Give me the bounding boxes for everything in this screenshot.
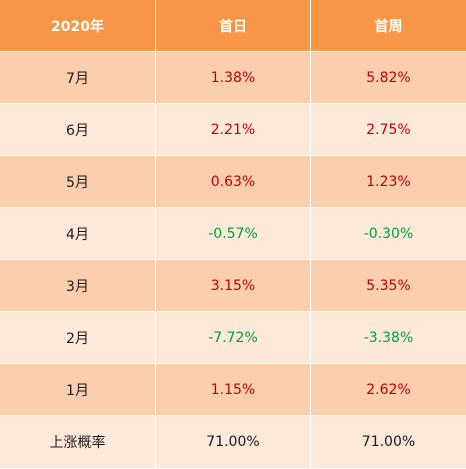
header-first-day: 首日 bbox=[156, 0, 311, 52]
first-day-cell: -7.72% bbox=[156, 312, 311, 364]
first-day-cell: 3.15% bbox=[156, 260, 311, 312]
first-week-cell: 1.23% bbox=[311, 156, 466, 208]
month-cell: 6月 bbox=[0, 104, 156, 156]
month-cell: 3月 bbox=[0, 260, 156, 312]
first-day-cell: 0.63% bbox=[156, 156, 311, 208]
month-cell: 2月 bbox=[0, 312, 156, 364]
first-week-cell: 2.62% bbox=[311, 364, 466, 416]
first-week-cell: 5.82% bbox=[311, 52, 466, 104]
month-cell: 7月 bbox=[0, 52, 156, 104]
month-cell: 4月 bbox=[0, 208, 156, 260]
header-year: 2020年 bbox=[0, 0, 156, 52]
month-cell: 1月 bbox=[0, 364, 156, 416]
first-day-cell: 1.38% bbox=[156, 52, 311, 104]
first-day-cell: 1.15% bbox=[156, 364, 311, 416]
first-week-cell: -3.38% bbox=[311, 312, 466, 364]
first-week-cell: 2.75% bbox=[311, 104, 466, 156]
month-cell: 5月 bbox=[0, 156, 156, 208]
first-day-cell: 2.21% bbox=[156, 104, 311, 156]
first-week-cell: 5.35% bbox=[311, 260, 466, 312]
header-first-week: 首周 bbox=[311, 0, 466, 52]
first-week-cell: -0.30% bbox=[311, 208, 466, 260]
summary-label: 上涨概率 bbox=[0, 416, 156, 468]
summary-first-week: 71.00% bbox=[311, 416, 466, 468]
summary-first-day: 71.00% bbox=[156, 416, 311, 468]
first-day-cell: -0.57% bbox=[156, 208, 311, 260]
